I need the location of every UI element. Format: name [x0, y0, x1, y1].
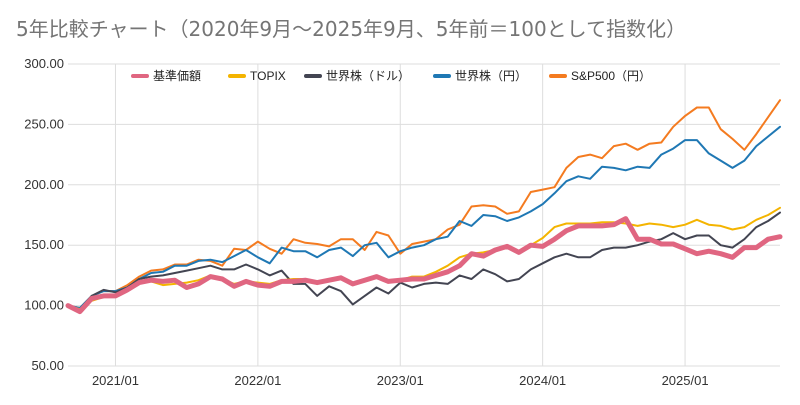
- y-tick-label: 100.00: [24, 298, 64, 313]
- chart-title: 5年比較チャート（2020年9月〜2025年9月、5年前＝100として指数化）: [16, 17, 686, 41]
- series-line-1: [67, 206, 781, 311]
- series-lines: [65, 99, 783, 315]
- y-tick-label: 300.00: [24, 56, 64, 71]
- x-tick-label: 2022/01: [234, 373, 281, 388]
- series-line-4: [67, 99, 781, 309]
- y-tick-label: 50.00: [31, 358, 64, 373]
- y-tick-label: 150.00: [24, 237, 64, 252]
- legend-label: S&P500（円）: [571, 69, 651, 83]
- y-tick-label: 200.00: [24, 177, 64, 192]
- x-tick-label: 2021/01: [92, 373, 139, 388]
- series-line-0: [65, 216, 783, 315]
- legend: 基準価額 TOPIX 世界株（ドル） 世界株（円） S&P500（円）: [131, 68, 651, 83]
- x-tick-label: 2025/01: [662, 373, 709, 388]
- grid: [68, 63, 780, 367]
- x-tick-label: 2024/01: [519, 373, 566, 388]
- legend-label: 世界株（ドル）: [326, 68, 410, 83]
- y-axis-ticks: 300.00 250.00 200.00 150.00 100.00 50.00: [24, 56, 64, 373]
- legend-label: 基準価額: [153, 68, 201, 83]
- x-axis-ticks: 2021/01 2022/01 2023/01 2024/01 2025/01: [92, 373, 709, 388]
- y-tick-label: 250.00: [24, 116, 64, 131]
- legend-label: 世界株（円）: [455, 68, 527, 83]
- legend-label: TOPIX: [250, 69, 286, 83]
- series-line-3: [67, 125, 781, 309]
- series-line-2: [67, 211, 781, 312]
- x-tick-label: 2023/01: [377, 373, 424, 388]
